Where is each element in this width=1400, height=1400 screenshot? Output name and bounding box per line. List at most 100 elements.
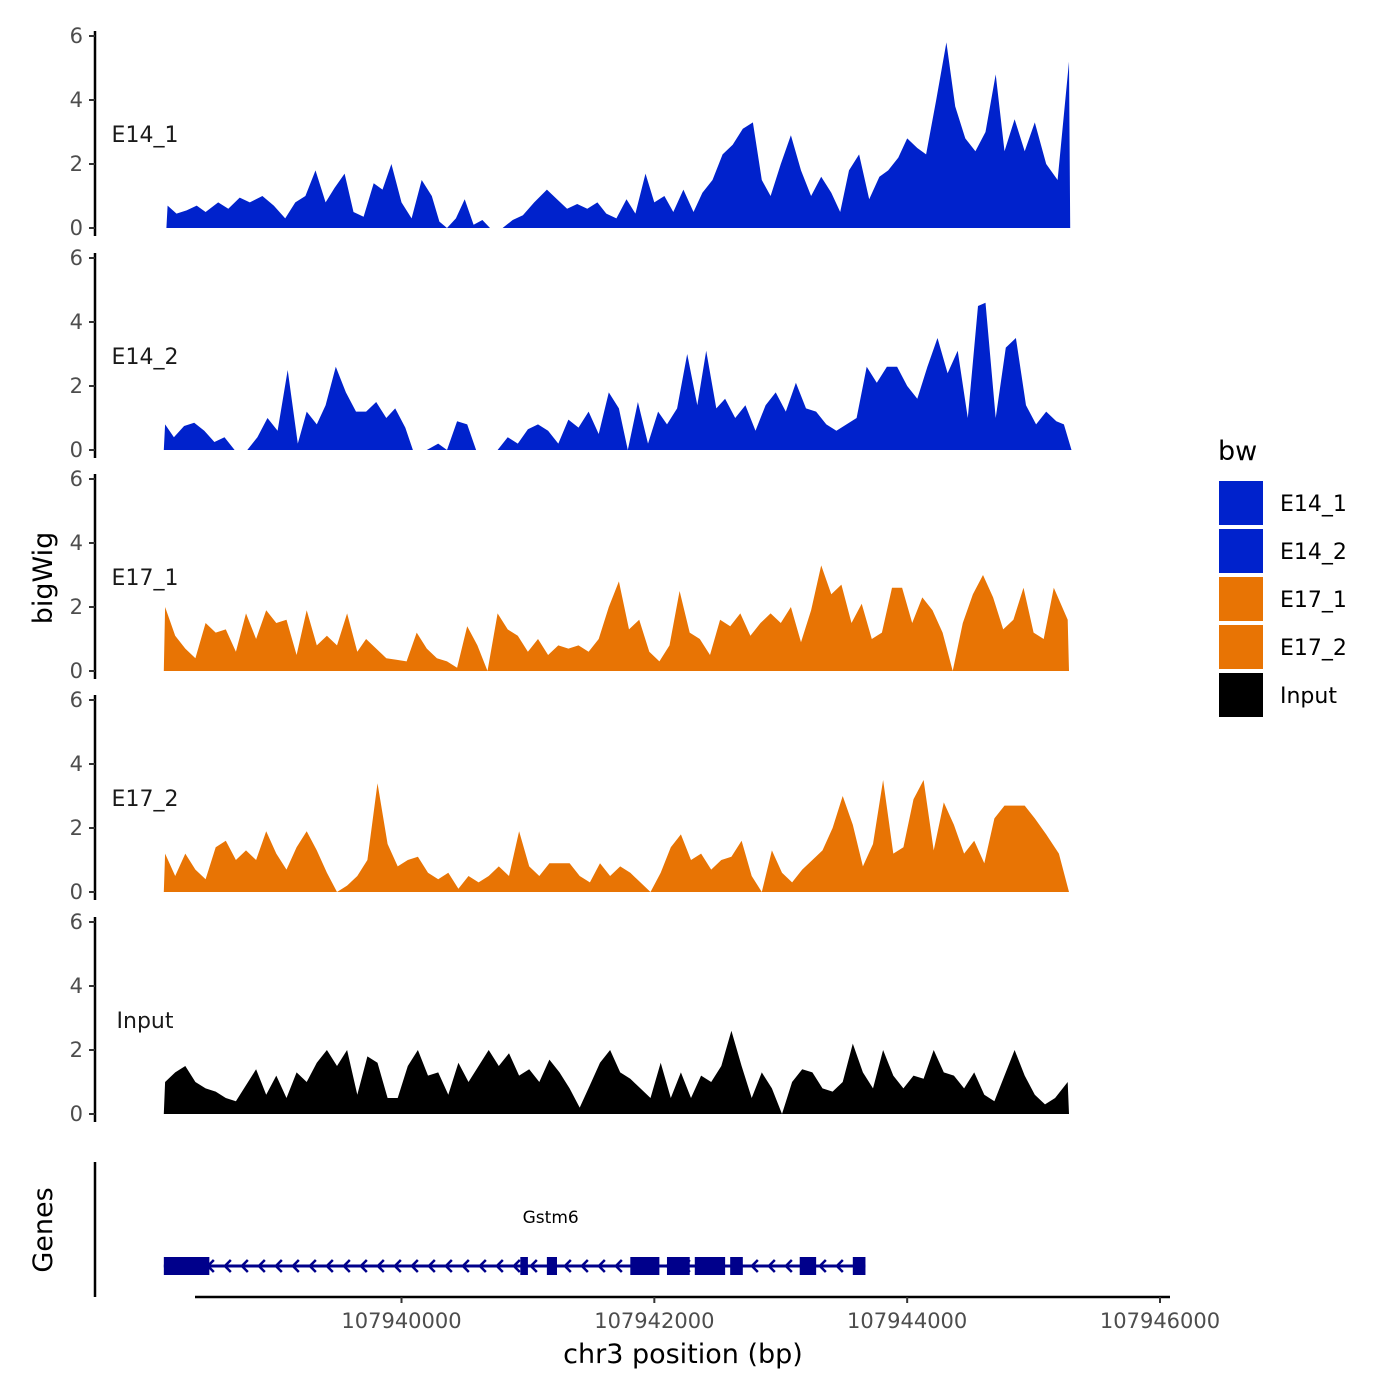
y-tick-label-E14_1: 2 (70, 152, 83, 176)
x-axis: 107940000 107942000 107944000 107946000 (195, 1295, 1220, 1333)
y-tick-label-Input: 0 (70, 1102, 83, 1126)
gene-exon (666, 1257, 690, 1275)
strand-arrow (495, 1259, 504, 1273)
legend-label: E14_2 (1280, 540, 1347, 565)
strand-arrow (342, 1259, 351, 1273)
gene-exon (546, 1257, 557, 1275)
y-tick-label-E14_1: 0 (70, 216, 83, 240)
legend-label: Input (1280, 684, 1337, 709)
area-series-E14_1 (166, 42, 1071, 229)
y-tick-label-E14_2: 4 (70, 310, 83, 334)
legend: bw E14_1 E14_2 E17_1 E17_2 Input (1217, 436, 1347, 719)
strand-arrow (376, 1259, 385, 1273)
y-tick-label-Input: 2 (70, 1038, 83, 1062)
strand-arrow (614, 1259, 623, 1273)
strand-arrow (461, 1259, 470, 1273)
gene-label: Gstm6 (523, 1208, 579, 1228)
y-tick-label-E14_1: 6 (70, 24, 83, 48)
y-axis-title: bigWig (28, 532, 59, 625)
genes-axis-title: Genes (28, 1187, 59, 1272)
strand-arrow (835, 1259, 844, 1273)
y-tick-label-E17_2: 0 (70, 880, 83, 904)
strand-arrow (393, 1259, 402, 1273)
legend-swatch (1217, 671, 1265, 719)
strand-arrow (410, 1259, 419, 1273)
legend-item-Input: Input (1217, 671, 1337, 719)
track-label-Input: Input (117, 1009, 174, 1034)
track-E17_1: 0 2 4 6 E17_1 (70, 467, 1070, 683)
y-tick-label-E14_2: 6 (70, 246, 83, 270)
legend-item-E17_1: E17_1 (1217, 575, 1347, 623)
gene-exon (163, 1257, 210, 1275)
area-series-Input (163, 1030, 1070, 1114)
strand-arrow (325, 1259, 334, 1273)
gene-exon (852, 1257, 866, 1275)
strand-arrow (580, 1259, 589, 1273)
strand-arrow (359, 1259, 368, 1273)
genes-layer: Gstm6 (93, 1162, 866, 1297)
gene-exon (694, 1257, 726, 1275)
legend-item-E17_2: E17_2 (1217, 623, 1347, 671)
gene-exon (730, 1257, 743, 1275)
y-tick-label-E14_2: 2 (70, 374, 83, 398)
legend-item-E14_1: E14_1 (1217, 479, 1347, 527)
strand-arrow (240, 1259, 249, 1273)
legend-label: E17_1 (1280, 588, 1347, 613)
gene-exon (520, 1257, 528, 1275)
strand-arrow (291, 1259, 300, 1273)
strand-arrow (257, 1259, 266, 1273)
strand-arrow (563, 1259, 572, 1273)
legend-label: E14_1 (1280, 492, 1347, 517)
strand-arrow (223, 1259, 232, 1273)
y-tick-label-E14_2: 0 (70, 438, 83, 462)
strand-arrow (784, 1259, 793, 1273)
y-tick-label-E14_1: 4 (70, 88, 83, 112)
track-Input: 0 2 4 6 Input (70, 910, 1070, 1126)
legend-swatch (1217, 575, 1265, 623)
strand-arrow (308, 1259, 317, 1273)
track-E17_2: 0 2 4 6 E17_2 (70, 688, 1070, 904)
y-tick-label-E17_2: 4 (70, 752, 83, 776)
strand-arrow (767, 1259, 776, 1273)
strand-arrow (597, 1259, 606, 1273)
gene-exon (630, 1257, 660, 1275)
strand-arrow (478, 1259, 487, 1273)
y-tick-label-E17_1: 2 (70, 595, 83, 619)
gene-exon (799, 1257, 817, 1275)
y-tick-label-E17_1: 6 (70, 467, 83, 491)
area-series-E17_1 (163, 565, 1070, 671)
track-label-E17_2: E17_2 (112, 787, 179, 812)
y-tick-label-Input: 4 (70, 974, 83, 998)
strand-arrow (529, 1259, 538, 1273)
strand-arrow (750, 1259, 759, 1273)
legend-item-E14_2: E14_2 (1217, 527, 1347, 575)
strand-arrow (444, 1259, 453, 1273)
track-E14_2: 0 2 4 6 E14_2 (70, 246, 1072, 462)
area-series-E17_2 (163, 780, 1070, 892)
legend-swatch (1217, 479, 1265, 527)
y-tick-label-E17_1: 0 (70, 659, 83, 683)
x-tick-label: 107946000 (1100, 1309, 1220, 1333)
x-tick-label: 107942000 (594, 1309, 714, 1333)
strand-arrow (274, 1259, 283, 1273)
x-axis-title: chr3 position (bp) (563, 1339, 803, 1370)
tracks-layer: 0 2 4 6 E14_1 0 2 4 6 E14_2 0 2 4 6 E17_1 0 2 4 6 E17_2 0 2 4 6… (70, 24, 1072, 1126)
legend-items: E14_1 E14_2 E17_1 E17_2 Input (1217, 479, 1347, 719)
y-tick-label-E17_1: 4 (70, 531, 83, 555)
y-tick-label-Input: 6 (70, 910, 83, 934)
legend-swatch (1217, 623, 1265, 671)
strand-arrow (512, 1259, 521, 1273)
legend-label: E17_2 (1280, 636, 1347, 661)
y-tick-label-E17_2: 2 (70, 816, 83, 840)
y-tick-label-E17_2: 6 (70, 688, 83, 712)
track-label-E17_1: E17_1 (112, 566, 179, 591)
legend-swatch (1217, 527, 1265, 575)
track-label-E14_1: E14_1 (112, 123, 179, 148)
x-tick-label: 107944000 (847, 1309, 967, 1333)
legend-title: bw (1218, 436, 1257, 467)
strand-arrow (427, 1259, 436, 1273)
strand-arrow (818, 1259, 827, 1273)
area-series-E14_2 (163, 302, 1072, 450)
x-tick-label: 107940000 (341, 1309, 461, 1333)
